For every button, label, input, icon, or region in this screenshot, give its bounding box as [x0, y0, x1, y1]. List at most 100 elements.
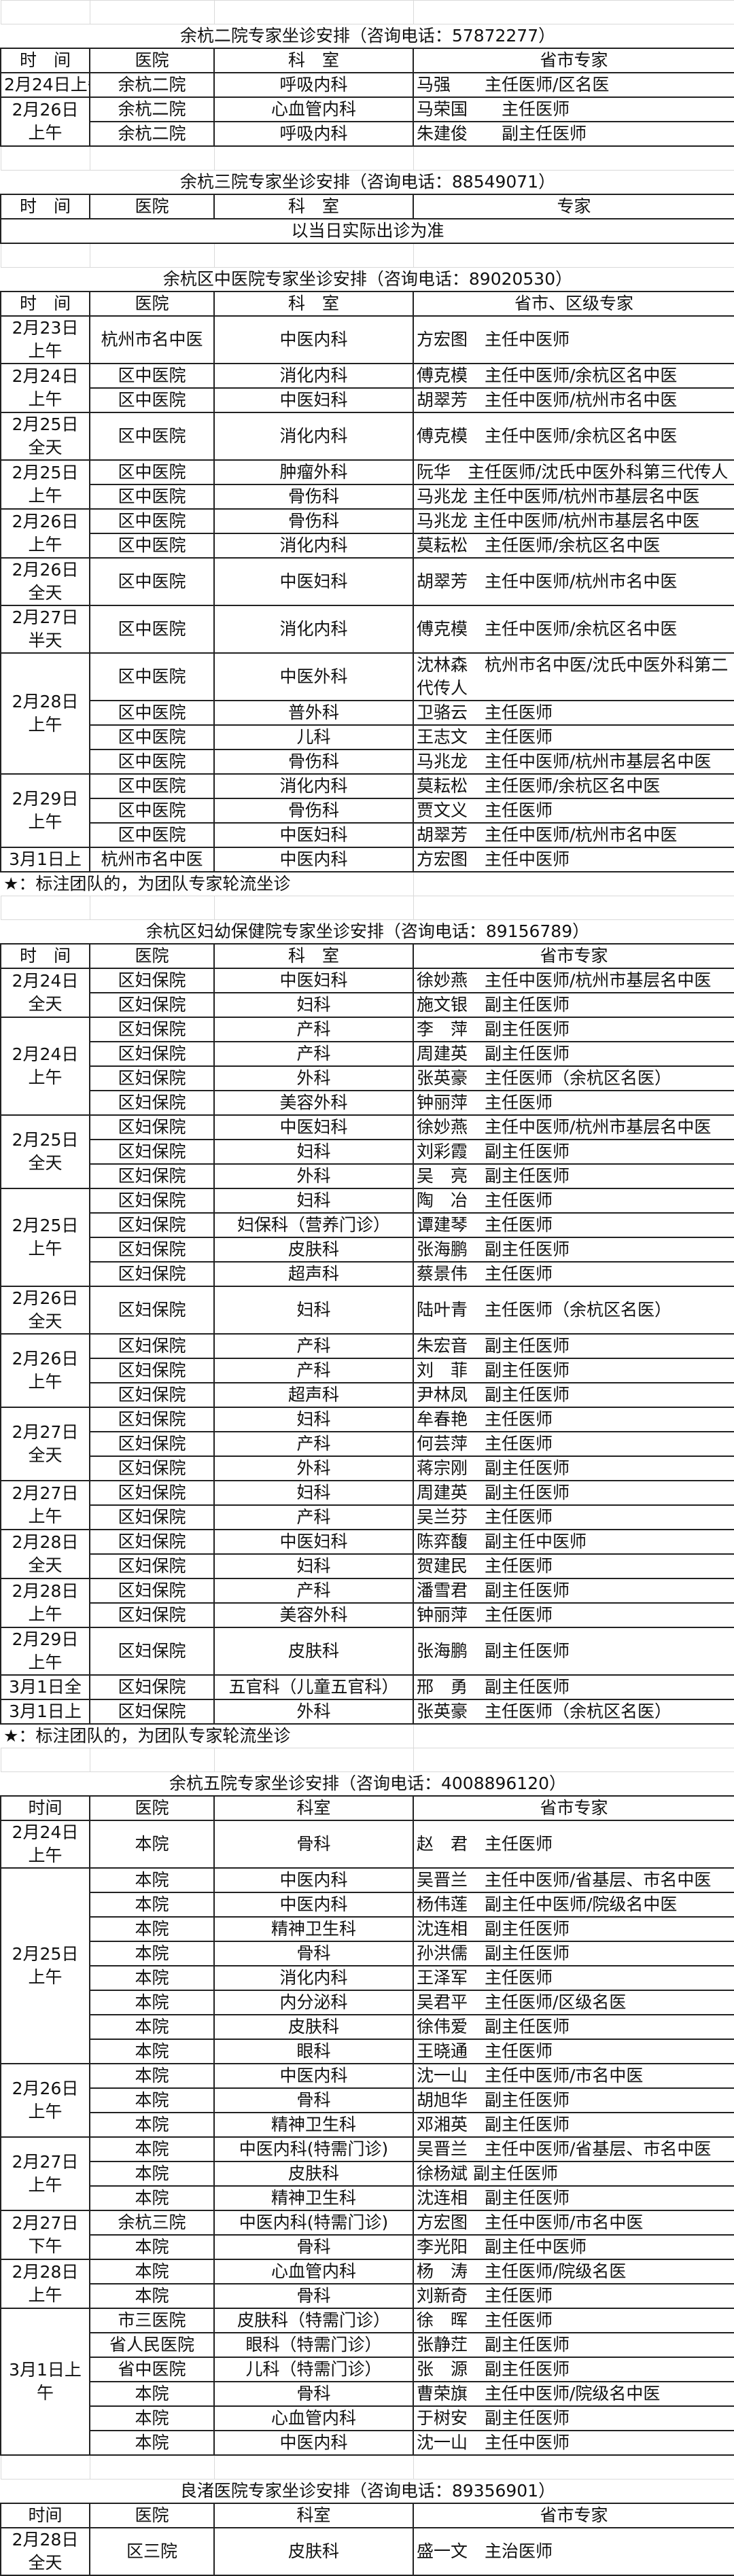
- expert-text: 王晓通 主任医师: [417, 2041, 553, 2061]
- hospital-text: 区中医院: [118, 487, 186, 506]
- hospital-cell: 余杭二院: [89, 121, 215, 147]
- note-cell: ★：标注团队的，为团队专家轮流坐诊: [1, 871, 413, 896]
- department-cell: 中医内科: [213, 2430, 414, 2456]
- hospital-text: 区妇保院: [118, 970, 186, 990]
- department-cell: 儿科: [213, 724, 414, 750]
- department-cell: 产科: [213, 1358, 414, 1383]
- expert-cell: 刘 菲 副主任医师: [413, 1358, 734, 1383]
- department-cell: 肿瘤外科: [213, 459, 414, 485]
- department-cell: 普外科: [213, 700, 414, 726]
- hospital-cell: 本院: [89, 1941, 215, 1966]
- hospital-cell: 区妇保院: [89, 1407, 215, 1432]
- department-cell: 中医内科: [213, 2063, 414, 2089]
- hospital-cell: 区中医院: [89, 484, 215, 510]
- hospital-text: 区中医院: [118, 825, 186, 845]
- department-text: 中医内科: [279, 849, 348, 869]
- hospital-text: 本院: [135, 1894, 169, 1914]
- hospital-text: 区妇保院: [118, 1239, 186, 1259]
- column-header: 时间: [0, 1795, 90, 1821]
- time-line: 2月25日: [12, 414, 79, 434]
- department-text: 中医内科: [279, 330, 348, 349]
- empty-cell: [89, 1748, 215, 1772]
- hospital-text: 本院: [135, 2164, 169, 2183]
- expert-cell: 吴兰芬 主任医师: [413, 1504, 734, 1530]
- hospital-text: 区中医院: [118, 511, 186, 531]
- expert-text: 吴君平 主任医师/区级名医: [417, 1992, 627, 2012]
- section-title-text: 余杭区中医院专家坐诊安排（咨询电话：89020530）: [162, 269, 573, 289]
- hospital-cell: 本院: [89, 2259, 215, 2284]
- hospital-cell: 本院: [89, 2405, 215, 2431]
- expert-text: 吴晋兰 主任中医师/省基层、市名中医: [417, 2139, 712, 2159]
- time-line: 2月26日: [12, 100, 79, 120]
- time-cell: 2月26日 全天: [0, 1286, 90, 1335]
- expert-cell: 王泽军 主任医师: [413, 1965, 734, 1991]
- expert-cell: 沈连相 副主任医师: [413, 1916, 734, 1942]
- expert-text: 胡旭华 副主任医师: [417, 2090, 570, 2110]
- empty-cell: [213, 896, 414, 920]
- column-header-label: 科室: [296, 2505, 331, 2525]
- empty-cell: [0, 1748, 90, 1772]
- expert-cell: 钟丽萍 主任医师: [413, 1602, 734, 1628]
- time-line: 2月26日: [12, 1288, 79, 1308]
- expert-cell: 朱宏音 副主任医师: [413, 1333, 734, 1359]
- hospital-text: 本院: [135, 2066, 169, 2085]
- table-row: 本院 皮肤科 徐伟爱 副主任医师: [1, 2014, 734, 2040]
- department-text: 骨科: [296, 2384, 331, 2403]
- expert-text: 沈连相 副主任医师: [417, 2188, 570, 2208]
- hospital-text: 本院: [135, 2286, 169, 2306]
- department-text: 肿瘤外科: [279, 462, 348, 482]
- table-row: 区中医院 骨伤科 马兆龙 主任中医师/杭州市基层名中医: [1, 749, 734, 775]
- hospital-cell: 余杭三院: [89, 2210, 215, 2236]
- department-text: 中医外科: [279, 667, 348, 686]
- empty-cell: [413, 145, 734, 171]
- hospital-cell: 区妇保院: [89, 1090, 215, 1116]
- table-row: 本院 精神卫生科 邓湘英 副主任医师: [1, 2112, 734, 2138]
- expert-cell: 尹林凤 副主任医师: [413, 1382, 734, 1408]
- department-cell: 消化内科: [213, 773, 414, 799]
- hospital-cell: 区中医院: [89, 798, 215, 824]
- hospital-cell: 本院: [89, 1892, 215, 1918]
- time-text: 3月1日上: [9, 1701, 82, 1721]
- table-row: 2月28日 全天 区三院 皮肤科 盛一文 主治医师: [0, 2527, 734, 2576]
- expert-cell: 马荣国 主任医师: [413, 96, 734, 122]
- department-text: 中医妇科: [279, 1532, 348, 1551]
- table-row: 区妇保院 超声科 蔡景伟 主任医师: [1, 1261, 734, 1287]
- hospital-cell: 余杭二院: [89, 96, 215, 122]
- table-row: 2月25日 上午 区中医院 肿瘤外科 阮华 主任医师/沈氏中医外科第三代传人: [0, 459, 734, 510]
- time-cell: 2月28日 上午: [0, 1578, 90, 1628]
- column-header-label: 时 间: [19, 946, 71, 966]
- department-text: 中医妇科: [279, 1117, 348, 1137]
- hospital-text: 本院: [135, 2041, 169, 2061]
- time-cell: 2月24日上午: [0, 1820, 90, 1869]
- department-text: 心血管内科: [270, 2408, 356, 2428]
- expert-text: 方宏图 主任中医师: [417, 849, 570, 869]
- time-line: 2月25日: [12, 1130, 79, 1150]
- expert-cell: 朱建俊 副主任医师: [413, 121, 734, 147]
- hospital-text: 区妇保院: [118, 1507, 186, 1527]
- table-row: 2月26日 上午 区中医院 骨伤科 马兆龙 主任中医师/杭州市基层名中医: [0, 508, 734, 559]
- column-header-label: 省市专家: [540, 50, 608, 70]
- column-header: 医院: [89, 48, 215, 73]
- hospital-text: 省人民医院: [109, 2335, 194, 2354]
- time-cell: 2月25日 上午: [0, 459, 90, 510]
- expert-cell: 孙洪儒 副主任医师: [413, 1941, 734, 1966]
- time-cell: 2月27日 上午: [0, 1480, 90, 1530]
- table-row: 3月1日上 杭州市名中医 中医内科 方宏图 主任中医师: [0, 847, 734, 872]
- expert-cell: 张英豪 主任医师（余杭区名医）: [413, 1699, 734, 1725]
- department-text: 精神卫生科: [270, 1919, 356, 1939]
- hospital-text: 本院: [135, 2384, 169, 2403]
- time-line: 2月28日: [12, 2262, 79, 2282]
- hospital-text: 区妇保院: [118, 995, 186, 1014]
- section-title: 余杭区妇幼保健院专家坐诊安排（咨询电话：89156789）: [1, 919, 734, 945]
- empty-cell: [413, 243, 734, 268]
- hospital-cell: 区妇保院: [89, 1431, 215, 1457]
- expert-cell: 马兆龙 主任中医师/杭州市基层名中医: [413, 508, 734, 534]
- time-cell: 2月27日 下午: [0, 2210, 90, 2260]
- expert-cell: 曹荣旗 主任中医师/院级名中医: [413, 2381, 734, 2407]
- section-title-row: 余杭区妇幼保健院专家坐诊安排（咨询电话：89156789）: [1, 919, 734, 945]
- expert-text: 胡翠芳 主任中医师/杭州市名中医: [417, 571, 678, 591]
- hospital-cell: 市三医院: [89, 2308, 215, 2333]
- hospital-cell: 区妇保院: [89, 1261, 215, 1287]
